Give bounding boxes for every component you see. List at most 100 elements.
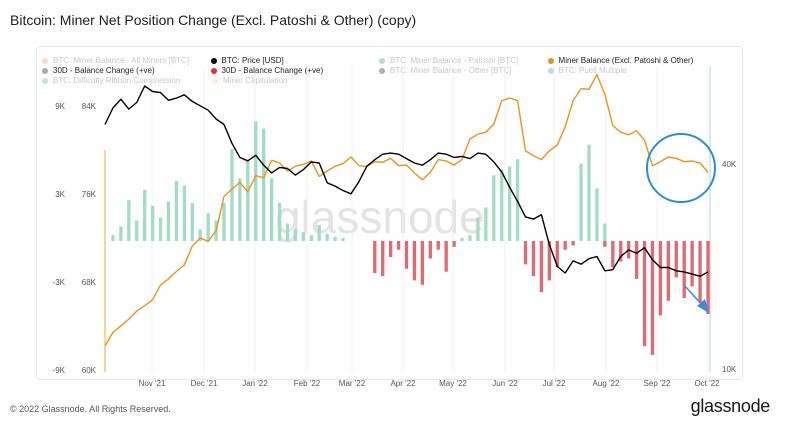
balance-change-bar (238, 178, 242, 241)
balance-change-bar (198, 229, 202, 241)
legend-label: BTC: Difficulty Ribbon Compression (53, 76, 181, 85)
price-axis-tick: 60K (82, 366, 97, 375)
balance-change-bar (571, 241, 575, 246)
balance-change-bar (587, 144, 591, 241)
balance-change-bar (452, 241, 456, 247)
balance-change-bar (507, 166, 512, 241)
legend-row: 30D - Balance Change (+ve) 30D - Balance… (36, 66, 726, 76)
legend-dot-icon (547, 58, 554, 64)
balance-change-bar (317, 224, 321, 241)
balance-change-bar (325, 233, 329, 241)
legend-dot-icon (379, 68, 386, 74)
balance-change-bar (460, 238, 464, 241)
legend-dot-icon (379, 58, 386, 64)
legend-item-difficulty-ribbon[interactable]: BTC: Difficulty Ribbon Compression (36, 76, 212, 86)
balance-change-bar (674, 241, 678, 278)
balance-change-bar (658, 241, 663, 316)
balance-change-bar (222, 203, 226, 241)
balance-change-bar (396, 241, 401, 250)
balance-change-bar (500, 169, 504, 241)
left-axis-tick: 3K (55, 190, 65, 199)
balance-change-bar (230, 149, 234, 241)
x-tick-label: Oct '22 (694, 379, 720, 388)
balance-change-bar (611, 241, 615, 268)
balance-change-bar (301, 232, 306, 241)
balance-change-bar (642, 241, 647, 347)
balance-change-bar (539, 241, 544, 293)
x-tick-label: Mar '22 (339, 379, 366, 388)
legend-item-balance-change-pos[interactable]: 30D - Balance Change (+ve) (36, 66, 211, 76)
balance-change-bar (444, 241, 448, 272)
balance-change-bar (579, 163, 583, 241)
balance-change-bar (666, 241, 670, 301)
balance-change-bar (706, 241, 710, 314)
balance-change-bar (182, 185, 187, 241)
balance-change-bar (650, 241, 655, 355)
balance-change-bar (404, 241, 409, 269)
balance-change-bar (206, 213, 210, 241)
legend-item-balance-change-neg[interactable]: 30D - Balance Change (+ve) (210, 66, 380, 76)
x-tick-label: Sep '22 (644, 379, 671, 388)
legend-dot-icon (210, 58, 217, 64)
balance-change-bar (563, 241, 567, 250)
balance-change-bar (293, 229, 298, 241)
balance-change-bar (428, 241, 432, 259)
balance-change-bar (547, 241, 551, 281)
price-axis-tick: 84K (82, 102, 97, 111)
legend-dot-icon (42, 58, 48, 64)
miner-balance-line (104, 73, 709, 347)
balance-change-bar (174, 181, 179, 241)
balance-change-bar (373, 241, 377, 274)
balance-change-bar (523, 241, 528, 265)
balance-change-bar (127, 200, 131, 241)
annotation-arrowhead-icon (697, 299, 709, 313)
left-axis-tick: -9K (53, 366, 66, 375)
x-tick-label: Jun '22 (492, 379, 518, 388)
legend-label: 30D - Balance Change (+ve) (53, 66, 155, 75)
x-tick-label: Jul '22 (543, 379, 566, 388)
balance-change-bar (634, 241, 639, 279)
balance-change-bar (309, 235, 313, 241)
legend-label: 30D - Balance Change (+ve) (221, 66, 324, 75)
balance-change-bar (381, 241, 385, 277)
x-tick-label: Aug '22 (593, 379, 620, 388)
legend-dot-icon (42, 68, 48, 74)
legend-label: BTC: Price [USD] (221, 56, 284, 65)
brand-logo: glassnode (690, 396, 771, 416)
balance-change-bar (690, 241, 694, 287)
balance-change-bar (484, 207, 488, 241)
right-axis-tick: 40K (722, 160, 737, 169)
legend-item-all-miners[interactable]: BTC: Miner Balance - All Miners [BTC] (36, 56, 211, 66)
legend-label: BTC: Miner Balance - Patoshi [BTC] (390, 56, 519, 65)
balance-change-bar (143, 189, 147, 241)
balance-change-bar (531, 241, 536, 277)
annotation-circle (646, 133, 716, 203)
legend-item-puell[interactable]: BTC: Puell Multiple (547, 66, 726, 76)
copyright-text: © 2022 Glassnode. All Rights Reserved. (10, 404, 171, 414)
x-tick-label: Nov '21 (139, 379, 166, 388)
balance-change-bar (603, 241, 607, 247)
x-tick-label: Jan '22 (242, 379, 268, 388)
balance-change-bar (476, 217, 480, 241)
legend-label: BTC: Miner Balance - All Miners [BTC] (53, 56, 190, 65)
legend-item-miner-balance-excl[interactable]: Miner Balance (Excl. Patoshi & Other) (547, 56, 726, 66)
balance-change-bar (190, 203, 194, 241)
balance-change-bar (111, 235, 115, 241)
left-axis-tick: -3K (53, 278, 66, 287)
legend-label: Miner Balance (Excl. Patoshi & Other) (558, 56, 694, 65)
legend-item-patoshi[interactable]: BTC: Miner Balance - Patoshi [BTC] (379, 56, 548, 66)
legend-item-price[interactable]: BTC: Price [USD] (210, 56, 380, 66)
balance-change-bar (468, 235, 472, 241)
chart-card (36, 46, 743, 380)
balance-change-bar (603, 223, 607, 241)
legend-row: BTC: Miner Balance - All Miners [BTC] BT… (36, 56, 726, 66)
watermark-text: glassnode (275, 191, 485, 243)
legend-item-other[interactable]: BTC: Miner Balance - Other [BTC] (379, 66, 548, 76)
balance-change-bar (333, 236, 337, 241)
balance-change-bar (246, 160, 250, 241)
price-axis-tick: 76K (82, 190, 97, 199)
x-tick-label: Feb '22 (294, 379, 321, 388)
legend-dot-icon (212, 78, 218, 84)
x-tick-label: Apr '22 (390, 379, 416, 388)
balance-change-bar (269, 178, 274, 241)
